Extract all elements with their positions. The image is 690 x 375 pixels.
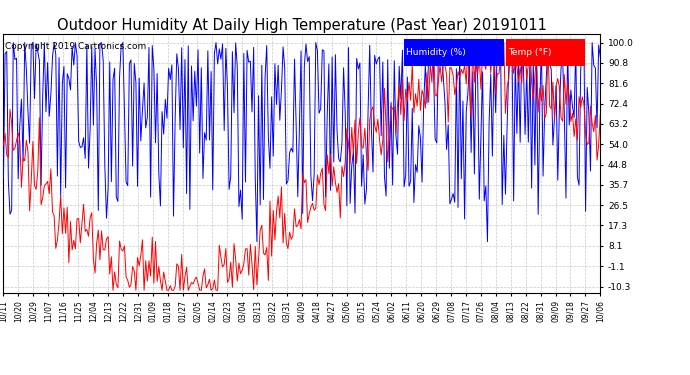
Title: Outdoor Humidity At Daily High Temperature (Past Year) 20191011: Outdoor Humidity At Daily High Temperatu… [57, 18, 546, 33]
Text: Temp (°F): Temp (°F) [508, 48, 551, 57]
Text: Copyright 2019 Cartronics.com: Copyright 2019 Cartronics.com [5, 42, 146, 51]
Text: Humidity (%): Humidity (%) [406, 48, 466, 57]
